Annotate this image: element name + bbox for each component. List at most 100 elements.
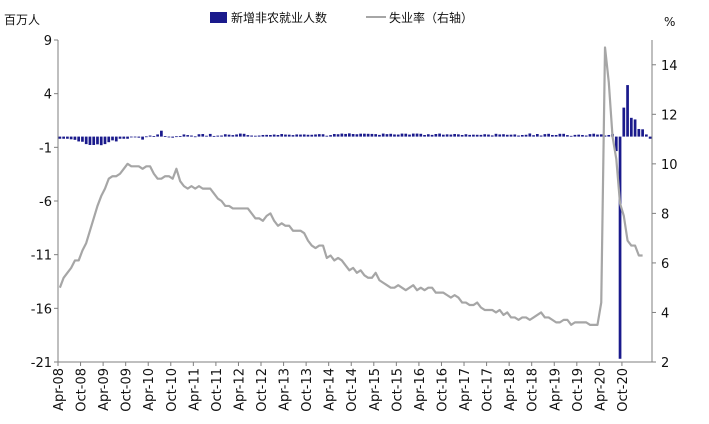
payroll-bar — [122, 136, 126, 139]
x-tick-label: Oct-10 — [165, 368, 180, 412]
payroll-bar — [276, 134, 280, 137]
payroll-bar — [513, 134, 517, 137]
payroll-bar — [614, 136, 618, 152]
payroll-bar — [160, 130, 163, 137]
payroll-bar — [69, 136, 73, 140]
payroll-bar — [190, 135, 193, 137]
payroll-bar — [88, 136, 92, 145]
payroll-bar — [460, 134, 464, 137]
payroll-bar — [257, 135, 261, 137]
payroll-bar — [475, 134, 479, 137]
payroll-bar — [569, 135, 573, 137]
payroll-bar — [242, 133, 246, 137]
payroll-bar — [321, 134, 325, 137]
x-tick-label: Apr-11 — [187, 368, 202, 411]
payroll-bar — [336, 134, 340, 137]
payroll-bar — [483, 134, 487, 137]
payroll-bar — [648, 136, 652, 139]
x-tick-label: Apr-13 — [278, 368, 293, 411]
payroll-bar — [310, 134, 314, 137]
x-tick-label: Oct-12 — [255, 368, 270, 412]
payroll-bar — [295, 134, 299, 137]
payroll-bar — [554, 134, 558, 137]
payroll-bar — [299, 134, 302, 137]
payroll-bar — [592, 133, 596, 137]
payroll-bar — [528, 133, 532, 137]
payroll-bar — [441, 134, 445, 137]
x-tick-label: Oct-19 — [571, 368, 586, 412]
payroll-bar — [84, 136, 88, 145]
payroll-bar — [449, 134, 453, 137]
payroll-bar — [58, 136, 62, 139]
payroll-bar — [167, 136, 171, 138]
payroll-bar — [641, 129, 644, 137]
payroll-bar — [340, 133, 344, 137]
payroll-bar — [517, 135, 520, 137]
payroll-bar — [118, 136, 122, 139]
payroll-bar — [479, 134, 483, 137]
x-tick-label: Apr-14 — [323, 368, 338, 411]
payroll-bar — [577, 134, 581, 137]
payroll-bar — [524, 134, 528, 137]
payroll-bar — [144, 136, 148, 138]
unemployment-rate-line — [58, 46, 643, 326]
payroll-bar — [77, 136, 81, 142]
payroll-bar — [329, 135, 332, 137]
x-axis: Apr-08 Oct-08 Apr-09 Oct-09 Apr-10 Oct-10 Apr-… — [52, 361, 652, 412]
payroll-bar — [107, 136, 111, 143]
payroll-bar — [238, 133, 242, 137]
right-axis-unit: % — [664, 15, 675, 29]
right-tick-label: 12 — [661, 108, 678, 123]
left-tick-label: 9 — [44, 34, 52, 49]
payroll-bar — [152, 136, 156, 137]
payroll-bar — [637, 128, 641, 137]
x-tick-label: Apr-19 — [548, 368, 563, 411]
payroll-bar — [148, 135, 152, 137]
payroll-bar — [396, 134, 400, 137]
x-tick-label: Oct-09 — [120, 368, 135, 412]
payroll-bar — [261, 134, 265, 137]
payroll-bar — [378, 134, 381, 137]
payroll-bar — [419, 133, 423, 137]
payroll-bar — [581, 134, 584, 137]
payroll-bar — [618, 136, 622, 359]
payroll-bar — [453, 134, 456, 137]
x-tick-label: Apr-20 — [593, 368, 608, 411]
payroll-bar — [96, 136, 99, 145]
payroll-bar — [272, 134, 276, 137]
payroll-bar — [596, 134, 599, 137]
payroll-bar — [599, 134, 603, 137]
payroll-bar — [535, 134, 539, 137]
payroll-bar — [246, 135, 250, 137]
payroll-bar — [445, 134, 449, 137]
x-tick-label: Oct-14 — [345, 368, 360, 412]
payroll-bar — [280, 134, 284, 137]
right-tick-label: 8 — [661, 207, 669, 222]
payroll-bar — [539, 135, 543, 137]
payroll-bar — [389, 133, 393, 137]
payroll-bar — [250, 135, 253, 137]
payroll-bar — [404, 133, 408, 137]
left-y-axis: 9 4 -1 -6 -11 -16 -21 — [31, 34, 59, 371]
payroll-bar — [201, 134, 205, 137]
payroll-bar — [291, 135, 295, 137]
payroll-bar — [400, 133, 404, 137]
payroll-bar — [178, 136, 182, 137]
payroll-bar — [348, 133, 351, 137]
payroll-bar — [141, 136, 144, 140]
payroll-bar — [227, 134, 231, 137]
payroll-bar — [302, 134, 306, 137]
payroll-bar — [562, 133, 566, 137]
payroll-bar — [532, 135, 535, 137]
payroll-bar — [359, 133, 362, 137]
legend: 新增非农就业人数 失业率（右轴） — [210, 10, 473, 25]
right-tick-label: 10 — [661, 158, 678, 173]
payroll-bar — [306, 134, 310, 137]
payroll-bar — [566, 135, 569, 137]
x-tick-label: Apr-15 — [368, 368, 383, 411]
left-tick-label: -6 — [39, 195, 52, 210]
payroll-bar — [317, 134, 321, 137]
payroll-bar — [62, 136, 65, 139]
legend-bar-label: 新增非农就业人数 — [231, 10, 327, 25]
payroll-bar — [73, 136, 77, 140]
